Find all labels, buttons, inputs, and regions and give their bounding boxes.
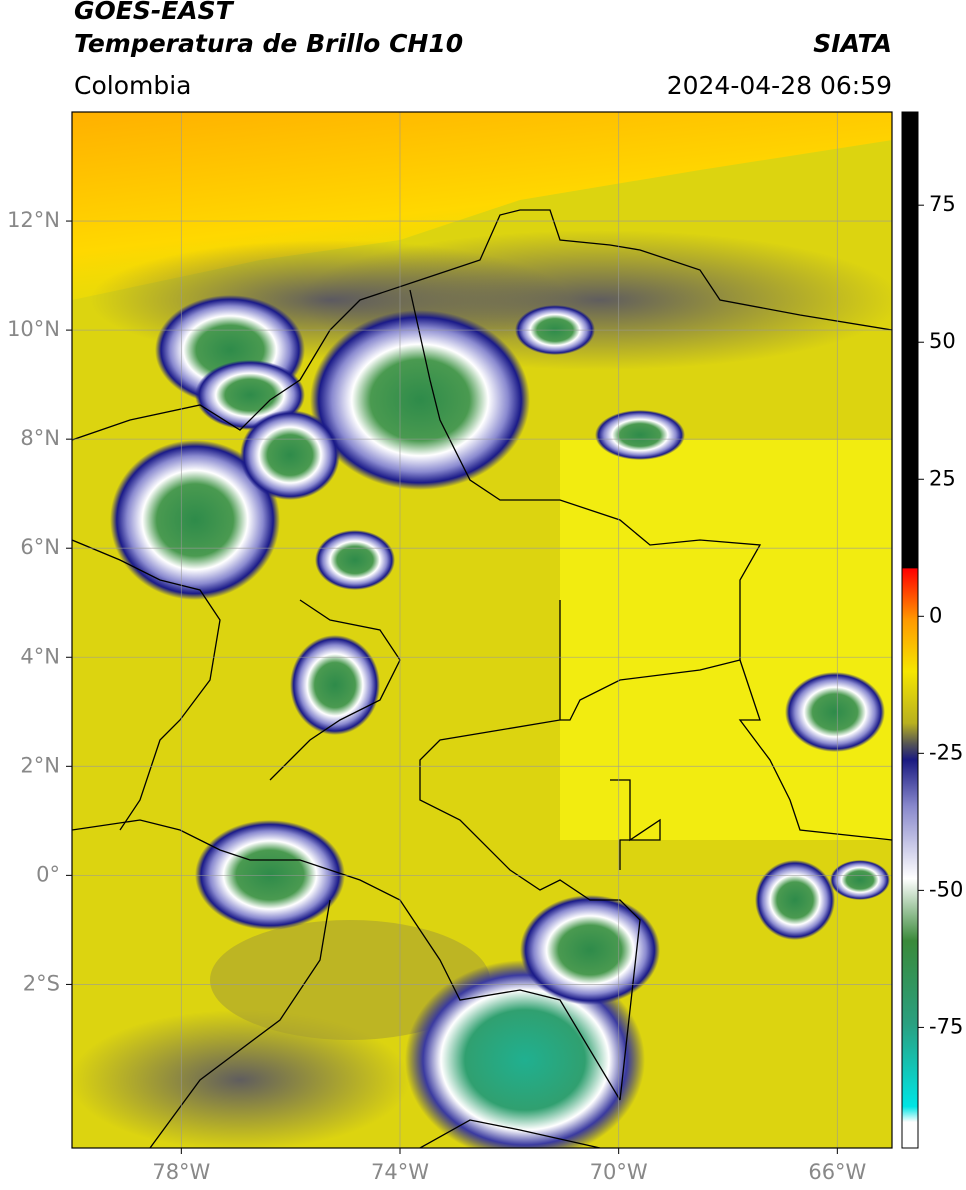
y-tick-label: 8°N — [20, 426, 60, 450]
map-frame — [71, 111, 893, 1149]
colorbar-tick-label: 25 — [929, 466, 956, 490]
y-tick-label: 4°N — [20, 644, 60, 668]
x-tick-label: 78°W — [152, 1160, 210, 1184]
y-tick-label: 2°N — [20, 753, 60, 777]
x-tick-label: 74°W — [371, 1160, 429, 1184]
title: GOES-EAST — [74, 0, 235, 25]
y-tick-label: 12°N — [7, 208, 60, 232]
colorbar-tick-label: 75 — [929, 192, 956, 216]
y-tick-label: 2°S — [23, 971, 60, 995]
colorbar — [901, 111, 919, 1149]
colorbar-tick-label: -75 — [929, 1014, 963, 1038]
colorbar-tick-label: 50 — [929, 329, 956, 353]
map-image — [72, 112, 892, 1148]
x-tick-label: 66°W — [808, 1160, 866, 1184]
y-tick-label: 6°N — [20, 535, 60, 559]
title: Temperatura de Brillo CH10 — [74, 29, 463, 58]
grid — [72, 112, 892, 1148]
colorbar-tick-label: -25 — [929, 740, 963, 764]
region: Colombia — [74, 71, 191, 100]
x-tick-label: 70°W — [590, 1160, 648, 1184]
y-tick-label: 0° — [36, 862, 60, 886]
y-tick-label: 10°N — [7, 317, 60, 341]
colorbar-tick-label: -50 — [929, 877, 963, 901]
source: SIATA — [813, 29, 892, 58]
datetime: 2024-04-28 06:59 — [667, 71, 892, 100]
colorbar-tick-label: 0 — [929, 603, 942, 627]
